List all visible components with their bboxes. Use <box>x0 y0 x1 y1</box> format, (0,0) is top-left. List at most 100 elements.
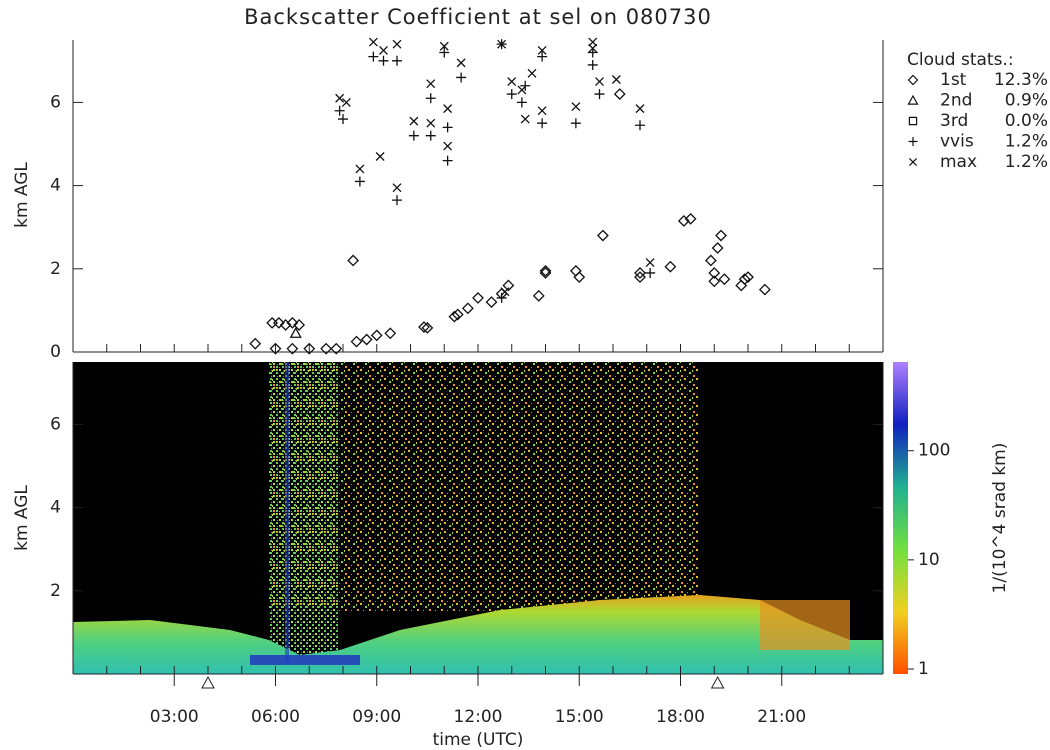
cloud-point <box>588 43 598 53</box>
cloud-point <box>497 39 507 49</box>
cloud-point <box>570 118 581 129</box>
cloud-point <box>289 326 302 338</box>
cloud-point <box>635 120 645 131</box>
cloud-point <box>451 308 464 321</box>
cloud-point <box>715 229 727 242</box>
cloud-point <box>516 97 527 108</box>
cloud-point <box>506 89 517 100</box>
cloud-point <box>664 260 677 273</box>
cloud-point <box>634 267 646 279</box>
cloud-point <box>249 337 262 350</box>
cloud-point <box>443 141 453 151</box>
cloud-point <box>442 122 453 133</box>
cloud-point <box>569 264 582 277</box>
cloud-point <box>408 130 419 141</box>
legend-name: 2nd <box>940 91 972 111</box>
cloud-point <box>596 229 609 242</box>
cloud-point <box>426 118 436 128</box>
legend-marker <box>907 74 919 86</box>
cloud-point <box>594 89 605 100</box>
cloud-point <box>360 333 373 346</box>
cloud-point <box>448 310 461 323</box>
y-tick-label: 2 <box>50 581 61 601</box>
x-axis-label: time (UTC) <box>433 730 524 750</box>
cloud-point <box>635 104 645 114</box>
cloud-point <box>286 342 299 355</box>
cloud-point <box>527 68 537 78</box>
cloud-point <box>439 47 450 58</box>
cloud-point <box>418 321 430 333</box>
cloud-point <box>485 296 498 308</box>
cloud-point <box>425 130 436 141</box>
cloud-point <box>392 39 402 49</box>
cloud-point <box>354 176 365 187</box>
legend-marker <box>908 137 918 146</box>
colorbar-tick-label: 100 <box>918 441 950 461</box>
y-tick-label: 6 <box>50 92 61 112</box>
x-tick-label: 09:00 <box>352 707 401 727</box>
cloud-point <box>355 164 365 174</box>
cloud-point <box>368 51 379 62</box>
cloud-point <box>708 275 721 288</box>
y-tick-label: 0 <box>50 342 61 362</box>
cloud-point <box>502 279 515 292</box>
cloud-point <box>266 316 279 329</box>
cloud-point <box>384 327 397 340</box>
backscatter-image <box>73 362 883 674</box>
cloud-point <box>442 155 453 166</box>
y-axis-label: km AGL <box>12 162 32 228</box>
cloud-point <box>507 77 517 87</box>
y-tick-label: 2 <box>50 259 61 279</box>
cloud-point <box>334 105 345 116</box>
cloud-point <box>571 102 581 112</box>
legend-marker <box>908 116 918 126</box>
cloud-point <box>425 93 436 104</box>
cloud-point <box>375 152 385 161</box>
cloud-point <box>330 342 343 355</box>
x-tick-label: 18:00 <box>656 707 705 727</box>
cloud-point <box>611 75 621 84</box>
legend-share: 0.0% <box>1005 111 1048 131</box>
cloud-point <box>573 271 586 284</box>
cloud-point <box>335 93 345 103</box>
cloud-point <box>718 273 731 286</box>
legend-name: 1st <box>940 70 967 90</box>
cloud-point <box>532 289 545 302</box>
cloud-point <box>711 242 724 254</box>
cloud-point <box>537 45 547 55</box>
y-axis-label: km AGL <box>12 485 32 551</box>
cloud-point <box>409 116 419 126</box>
cloud-point <box>738 273 751 286</box>
cloud-point <box>279 319 292 331</box>
cloud-point <box>539 264 552 277</box>
cloud-point <box>461 302 474 315</box>
legend-share: 0.9% <box>1005 91 1048 111</box>
cloud-point <box>392 195 402 206</box>
cloud-point <box>735 279 748 292</box>
cloud-point <box>443 104 453 114</box>
legend-name: 3rd <box>940 111 968 131</box>
cloud-point <box>368 37 378 47</box>
legend-share: 1.2% <box>1005 152 1048 172</box>
cloud-point <box>684 212 697 225</box>
colorbar-tick-label: 1 <box>918 659 929 679</box>
colorbar <box>893 362 908 674</box>
colorbar-tick-label: 10 <box>918 550 940 570</box>
cloud-point <box>379 45 388 55</box>
cloud-point <box>587 59 598 70</box>
cloud-point <box>350 335 363 348</box>
cloud-point <box>370 329 383 342</box>
cloud-point <box>645 267 656 278</box>
chart-title: Backscatter Coefficient at sel on 080730 <box>244 5 712 29</box>
cloud-point <box>677 215 690 227</box>
cloud-point <box>500 287 510 297</box>
cloud-point <box>338 114 348 125</box>
legend-name: vvis <box>940 132 974 152</box>
legend-name: max <box>940 152 977 172</box>
x-tick-label: 21:00 <box>757 707 806 727</box>
cloud-point <box>537 51 548 62</box>
cloud-point <box>286 316 299 329</box>
cloud-point <box>456 58 466 68</box>
cloud-point <box>421 321 434 334</box>
cloud-point <box>758 283 771 296</box>
